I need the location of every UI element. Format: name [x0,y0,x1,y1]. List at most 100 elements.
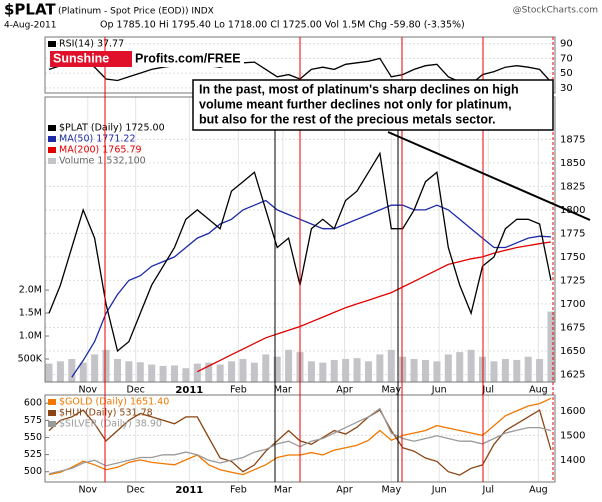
annotation-line: volume meant further declines not only f… [199,97,512,111]
logo-box [132,51,244,67]
y-tick-label: 1725 [560,275,585,286]
volume-bar [148,364,156,382]
volume-bar [182,368,190,382]
legend-swatch [48,421,56,427]
annotation-line: but also for the rest of the precious me… [199,112,496,126]
legend-label: Volume 1,532,100 [59,156,146,167]
y-tick-label: 1650 [560,346,585,357]
x-tick-label: Jul [482,385,494,396]
y2-tick-label: 1.5M [19,308,42,319]
y2-tick-label: 2.0M [19,285,42,296]
logo-brand: Sunshine [53,51,109,65]
volume-bar [262,354,270,382]
y-tick-label: 1750 [560,252,585,263]
volume-bar [387,349,395,382]
legend-label: $HUI (Daily) 531.78 [59,408,153,419]
logo-site: Profits.com/FREE [135,51,241,65]
legend-swatch [48,125,56,131]
volume-bar [364,361,372,382]
volume-bar [79,362,87,382]
legend-label: MA(200) 1765.79 [59,145,142,156]
volume-bar [159,365,167,382]
legend-swatch [48,147,56,153]
volume-bar [113,359,121,382]
x-tick-label: Apr [336,385,353,396]
series-line [71,199,552,378]
volume-bar [376,354,384,382]
volume-bar [319,362,327,382]
legend-label: $SILVER (Daily) 38.90 [59,419,162,430]
x-tick-label: 2011 [175,485,203,496]
y-tick-label: 70 [560,53,573,64]
legend-label: $GOLD (Daily) 1651.40 [59,397,169,408]
volume-bar [102,349,110,382]
subtitle: (Platinum - Spot Price (EOD)) INDX [58,7,214,17]
annotation-line: In the past, most of platinum's sharp de… [199,82,519,96]
x-tick-label: 2011 [175,385,203,396]
legend-swatch [48,158,56,164]
trend-line [387,131,591,221]
y2-tick-label: 525 [24,449,42,460]
x-tick-label: Mar [274,485,292,496]
volume-bar [68,359,76,382]
x-tick-label: May [381,385,401,396]
volume-bar [228,361,236,382]
y2-tick-label: 1.0M [19,331,42,342]
annotation: In the past, most of platinum's sharp de… [192,79,554,131]
y-tick-label: 50 [560,68,573,79]
volume-bar [250,362,258,382]
x-tick-label: Mar [274,385,292,396]
volume-bar [524,356,532,382]
series-line [197,241,552,373]
volume-bar [273,356,281,382]
volume-bar [399,356,407,382]
y-tick-label: 1400 [560,455,585,466]
y2-tick-label: 575 [24,415,42,426]
volume-bar [91,354,99,382]
x-tick-label: Jun [431,385,447,396]
legend-swatch [48,410,56,416]
x-tick-label: Aug [529,385,548,396]
volume-bar [433,361,441,382]
volume-bar [136,362,144,382]
logo-box [50,51,132,67]
volume-bar [56,361,64,382]
volume-bar [547,311,555,382]
volume-bar [513,359,521,382]
y-tick-label: 1875 [560,134,585,145]
y-tick-label: 1825 [560,181,585,192]
y-tick-label: 1625 [560,369,585,380]
x-tick-label: May [381,485,401,496]
legend-label: $PLAT (Daily) 1725.00 [59,123,165,134]
volume-bar [193,363,201,382]
x-tick-label: Jul [482,485,494,496]
y-tick-label: 1775 [560,228,585,239]
x-tick-label: Nov [79,485,98,496]
date: 4-Aug-2011 [4,21,57,31]
volume-bar [239,359,247,382]
volume-bar [490,361,498,382]
y-tick-label: 1800 [560,205,585,216]
legend-swatch [48,399,56,405]
source: @StockCharts.com [513,6,598,16]
volume-bar [342,359,350,382]
logo: Sunshine Profits.com/FREE [50,51,244,67]
volume-bar [125,361,133,382]
legend-label: MA(50) 1771.22 [59,134,136,145]
volume-bar [444,354,452,382]
volume-bar [422,359,429,382]
y-tick-label: 1500 [560,430,585,441]
y-tick-label: 1850 [560,158,585,169]
y-tick-label: 1600 [560,406,585,417]
volume-bar [410,359,418,382]
x-tick-label: Aug [529,485,548,496]
x-tick-label: Feb [230,385,247,396]
volume-bar [501,359,509,382]
volume-bar [285,349,293,382]
volume-bar [216,364,224,382]
volume-bar [45,363,53,382]
x-tick-label: Jun [431,485,447,496]
x-tick-label: Feb [230,485,247,496]
volume-bar [353,358,361,382]
